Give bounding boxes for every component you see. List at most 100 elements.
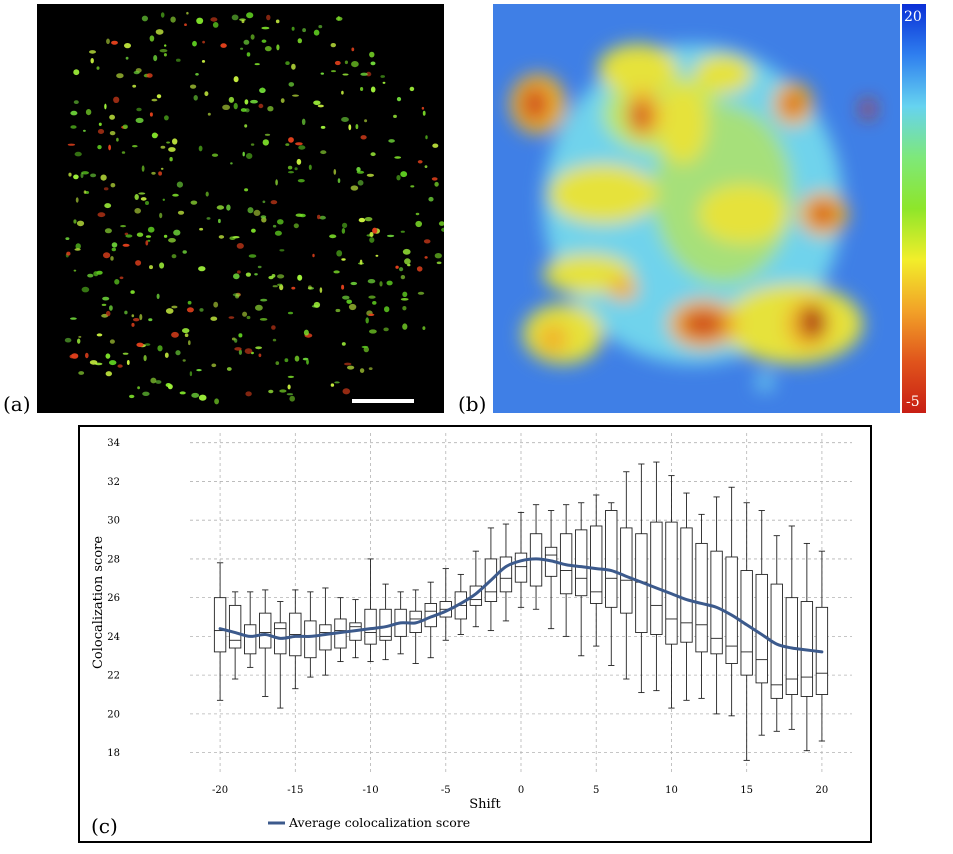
box-iqr xyxy=(319,624,332,651)
green-spot xyxy=(297,38,302,44)
y-tick-label: 28 xyxy=(107,554,120,565)
green-spot xyxy=(246,153,253,159)
red-spot xyxy=(133,318,140,322)
box-iqr xyxy=(213,597,227,653)
green-spot xyxy=(70,125,77,129)
red-spot xyxy=(416,266,423,272)
green-spot xyxy=(136,232,144,237)
green-spot xyxy=(164,44,167,47)
green-spot xyxy=(360,87,364,91)
box-plot-item xyxy=(334,597,347,663)
panel-label-c: (c) xyxy=(91,814,118,838)
box-plot-item xyxy=(379,583,392,661)
green-spot xyxy=(212,22,219,28)
green-spot xyxy=(428,196,434,202)
green-spot xyxy=(176,58,181,62)
box-plot-item xyxy=(244,591,257,668)
x-tick-label: 0 xyxy=(518,785,524,796)
box-plot-item xyxy=(770,535,783,732)
green-spot xyxy=(105,353,111,359)
green-spot xyxy=(190,84,197,89)
box-iqr xyxy=(244,624,257,655)
green-spot xyxy=(191,392,200,398)
green-spot xyxy=(275,361,280,365)
box-plot-item xyxy=(785,525,798,730)
green-spot xyxy=(70,317,77,320)
green-spot xyxy=(242,311,248,317)
green-spot xyxy=(231,14,239,21)
green-spot xyxy=(319,287,323,293)
y-axis-ticks: 18 20 22 24 26 28 30 32 34 xyxy=(107,438,120,759)
heatmap-blobs xyxy=(510,44,874,391)
green-spot xyxy=(199,308,204,312)
green-spot xyxy=(275,179,278,186)
green-spot xyxy=(372,301,377,305)
green-spot xyxy=(287,165,293,170)
green-spot xyxy=(262,200,266,204)
green-spot xyxy=(198,266,206,272)
box-iqr xyxy=(695,542,708,653)
green-spot xyxy=(422,110,426,116)
y-tick-label: 26 xyxy=(107,593,120,604)
green-spot xyxy=(160,167,164,170)
green-spot xyxy=(167,384,173,390)
box-iqr xyxy=(469,585,483,606)
green-spot xyxy=(242,151,245,157)
green-spot xyxy=(288,82,295,87)
box-iqr xyxy=(740,570,753,676)
box-iqr xyxy=(725,556,738,664)
colocalization-heatmap xyxy=(493,4,900,413)
green-spot xyxy=(214,398,220,405)
green-spot xyxy=(261,39,267,43)
red-spot xyxy=(117,364,123,368)
green-spot xyxy=(138,192,146,195)
green-spot xyxy=(241,19,245,24)
green-spot xyxy=(250,99,258,104)
green-spot xyxy=(272,338,277,342)
red-spot xyxy=(271,325,276,330)
green-spot xyxy=(98,122,102,127)
green-spot xyxy=(337,178,341,184)
green-spot xyxy=(341,258,346,261)
green-spot xyxy=(432,143,439,148)
box-iqr xyxy=(575,529,588,597)
red-spot xyxy=(244,348,253,354)
green-spot xyxy=(313,29,320,36)
heatmap-layer xyxy=(510,44,874,391)
green-spot xyxy=(369,329,377,334)
green-spot xyxy=(368,295,376,299)
legend: Average colocalization score xyxy=(268,815,470,830)
green-spot xyxy=(320,72,324,75)
green-spot xyxy=(70,110,78,116)
green-spot xyxy=(172,138,178,145)
green-spot xyxy=(169,157,173,162)
green-spot xyxy=(404,258,411,265)
green-spot xyxy=(186,11,189,15)
y-tick-label: 30 xyxy=(107,516,120,527)
green-spot xyxy=(335,308,341,313)
green-spot xyxy=(110,183,116,188)
green-spot xyxy=(149,265,153,270)
green-spot xyxy=(294,167,298,171)
box-iqr xyxy=(620,527,633,614)
average-line xyxy=(218,557,824,654)
red-spot xyxy=(258,103,264,109)
green-spot xyxy=(129,394,135,399)
red-spot xyxy=(158,171,162,176)
green-spot xyxy=(204,91,209,97)
green-spot xyxy=(320,150,327,155)
green-spot xyxy=(367,279,376,284)
green-spot xyxy=(370,152,376,157)
green-spot xyxy=(297,179,305,183)
green-spot xyxy=(402,323,408,330)
red-spot xyxy=(186,307,194,313)
green-spot xyxy=(341,117,349,122)
green-spot xyxy=(190,200,198,205)
box-iqr xyxy=(514,552,528,583)
green-spot xyxy=(73,100,79,104)
red-spot xyxy=(136,342,144,347)
green-spot xyxy=(350,281,358,286)
green-spot xyxy=(206,217,211,220)
box-plot-item xyxy=(559,504,573,637)
green-spot xyxy=(330,383,335,387)
